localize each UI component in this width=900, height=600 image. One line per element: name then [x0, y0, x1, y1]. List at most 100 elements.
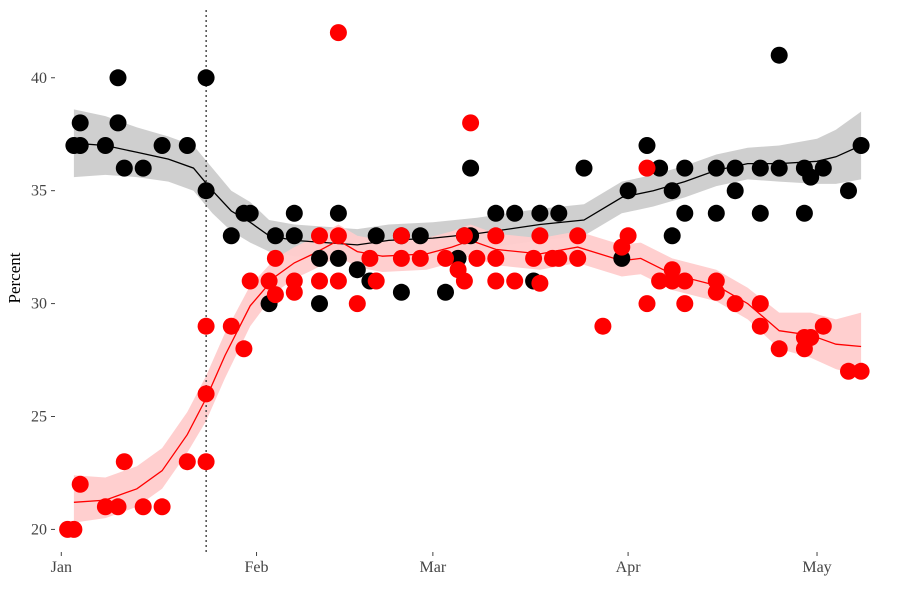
data-point-0-50	[726, 159, 744, 177]
y-tick-label-30: 30	[31, 296, 47, 313]
data-point-1-35	[462, 114, 480, 132]
data-point-1-47	[569, 227, 587, 245]
data-point-1-46	[569, 249, 587, 267]
data-point-0-61	[852, 137, 870, 154]
data-point-0-58	[802, 168, 820, 186]
data-point-1-15	[260, 272, 278, 290]
data-point-0-1	[71, 137, 89, 154]
data-point-1-50	[619, 227, 637, 245]
data-point-0-2	[71, 114, 89, 132]
y-tick-label-25: 25	[31, 409, 47, 426]
data-point-0-20	[311, 249, 328, 267]
data-point-0-9	[178, 137, 196, 154]
data-point-0-6	[115, 159, 133, 177]
data-point-1-55	[663, 272, 681, 290]
data-point-0-47	[676, 204, 694, 222]
data-point-0-12	[222, 227, 240, 245]
data-point-1-5	[115, 453, 133, 471]
data-point-1-20	[311, 227, 328, 245]
data-point-0-32	[462, 159, 480, 177]
data-point-1-60	[726, 295, 744, 313]
y-tick-label-35: 35	[31, 183, 47, 200]
data-point-0-42	[638, 137, 656, 154]
data-point-1-23	[329, 227, 347, 245]
data-point-0-35	[506, 204, 524, 222]
data-point-0-55	[770, 46, 788, 64]
data-point-1-62	[751, 295, 769, 313]
data-points	[59, 24, 870, 538]
data-point-0-43	[651, 159, 669, 177]
data-point-0-14	[241, 204, 259, 222]
data-point-1-30	[411, 249, 429, 267]
y-tick-label-20: 20	[31, 521, 47, 538]
data-point-1-26	[361, 249, 379, 267]
data-point-1-38	[487, 249, 505, 267]
data-point-0-49	[707, 204, 725, 222]
data-point-1-48	[594, 317, 612, 335]
data-point-0-5	[109, 114, 127, 132]
data-point-1-2	[71, 475, 89, 493]
data-point-0-17	[285, 227, 303, 245]
data-point-0-23	[348, 261, 366, 279]
x-tick-label-feb: Feb	[245, 559, 269, 576]
x-tick-label-mar: Mar	[420, 559, 447, 576]
confidence-band-1	[73, 224, 862, 523]
data-point-1-57	[676, 295, 694, 313]
data-point-1-14	[241, 272, 259, 290]
data-point-1-45	[550, 249, 568, 267]
data-point-0-52	[751, 159, 769, 177]
data-point-1-59	[707, 283, 725, 301]
data-point-1-36	[468, 249, 486, 267]
data-point-0-4	[109, 69, 127, 87]
x-tick-label-apr: Apr	[616, 559, 642, 576]
data-point-1-4	[109, 498, 127, 516]
data-point-1-56	[676, 272, 694, 290]
trend-lines	[73, 142, 862, 503]
data-point-0-38	[550, 204, 568, 222]
data-point-1-43	[531, 274, 549, 292]
data-point-0-11	[197, 182, 215, 200]
data-point-1-52	[638, 295, 656, 313]
data-point-0-10	[197, 69, 215, 87]
confidence-band-0	[73, 109, 862, 261]
data-point-1-51	[638, 159, 656, 177]
data-point-1-33	[455, 227, 473, 245]
data-point-1-61	[751, 317, 769, 335]
data-point-1-69	[852, 362, 870, 380]
data-point-0-51	[726, 182, 744, 200]
data-point-1-39	[487, 272, 505, 290]
data-point-1-3	[96, 498, 114, 516]
confidence-bands	[73, 109, 862, 523]
data-point-0-54	[770, 159, 788, 177]
data-point-1-34	[455, 272, 473, 290]
data-point-1-19	[285, 283, 303, 301]
data-point-1-25	[348, 295, 366, 313]
x-tick-label-jan: Jan	[51, 559, 72, 576]
data-point-0-59	[814, 159, 832, 177]
data-point-1-13	[235, 340, 253, 358]
data-point-1-37	[487, 227, 505, 245]
data-point-1-9	[197, 317, 215, 335]
data-point-1-29	[392, 227, 410, 245]
data-point-0-39	[575, 159, 593, 177]
data-point-1-8	[178, 453, 196, 471]
data-point-0-18	[285, 204, 303, 222]
data-point-0-3	[96, 137, 114, 154]
data-point-1-63	[770, 340, 788, 358]
data-point-0-46	[676, 159, 694, 177]
data-point-0-22	[329, 204, 347, 222]
data-point-0-41	[619, 182, 637, 200]
data-point-0-16	[266, 227, 284, 245]
data-point-0-57	[795, 204, 813, 222]
data-point-1-11	[197, 453, 215, 471]
x-axis: Jan Feb Mar Apr May	[51, 552, 832, 576]
data-point-1-42	[531, 227, 549, 245]
y-axis-title: Percent	[5, 252, 24, 303]
data-point-1-6	[134, 498, 152, 516]
data-point-0-28	[411, 227, 429, 245]
data-point-1-16	[266, 286, 284, 304]
data-point-1-22	[329, 24, 347, 42]
data-point-1-10	[197, 385, 215, 403]
y-axis: 20 25 30 35 40	[31, 70, 55, 538]
